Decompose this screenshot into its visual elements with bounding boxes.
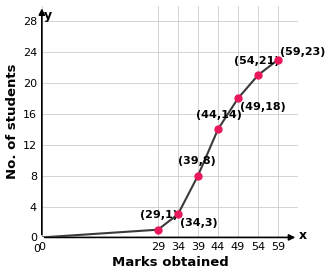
Y-axis label: No. of students: No. of students <box>6 64 19 179</box>
Point <box>155 227 161 232</box>
Text: (34,3): (34,3) <box>180 218 217 228</box>
Text: (39,8): (39,8) <box>178 156 216 166</box>
Text: (44,14): (44,14) <box>196 110 242 120</box>
Point <box>195 173 201 178</box>
Text: 0: 0 <box>33 244 40 254</box>
Text: x: x <box>299 229 307 242</box>
Text: y: y <box>44 9 52 23</box>
X-axis label: Marks obtained: Marks obtained <box>112 257 228 269</box>
Point <box>256 73 261 77</box>
Point <box>275 57 281 62</box>
Point <box>215 127 221 131</box>
Text: (29,1): (29,1) <box>140 210 178 221</box>
Text: (59,23): (59,23) <box>280 46 325 57</box>
Text: (49,18): (49,18) <box>240 102 286 112</box>
Point <box>175 212 181 216</box>
Text: (54,21): (54,21) <box>234 56 280 66</box>
Point <box>235 96 241 100</box>
